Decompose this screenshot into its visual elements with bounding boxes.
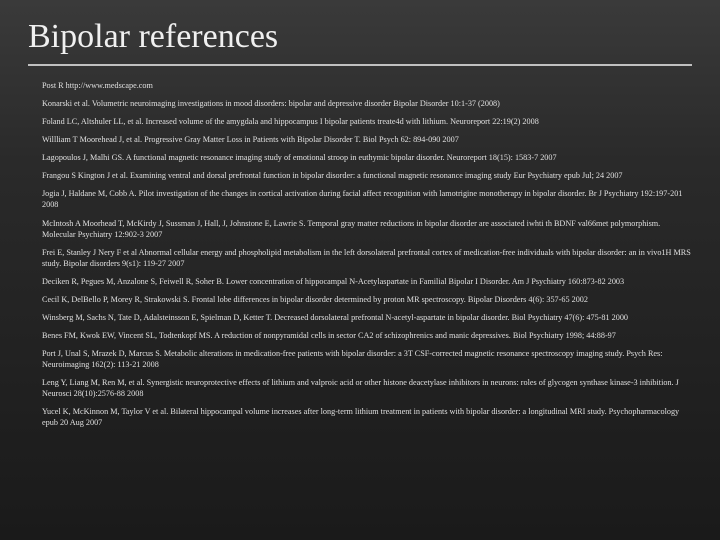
slide-title: Bipolar references <box>28 18 692 56</box>
reference-item: Frei E, Stanley J Nery F et al Abnormal … <box>42 247 692 269</box>
reference-item: Benes FM, Kwok EW, Vincent SL, Todtenkop… <box>42 330 692 341</box>
reference-item: Cecil K, DelBello P, Morey R, Strakowski… <box>42 294 692 305</box>
reference-item: Lagopoulos J, Malhi GS. A functional mag… <box>42 152 692 163</box>
reference-item: McIntosh A Moorhead T, McKirdy J, Sussma… <box>42 218 692 240</box>
reference-item: Leng Y, Liang M, Ren M, et al. Synergist… <box>42 377 692 399</box>
reference-item: Winsberg M, Sachs N, Tate D, Adalsteinss… <box>42 312 692 323</box>
reference-item: Deciken R, Pegues M, Anzalone S, Feiwell… <box>42 276 692 287</box>
reference-item: Konarski et al. Volumetric neuroimaging … <box>42 98 692 109</box>
title-rule <box>28 64 692 66</box>
reference-item: Foland LC, Altshuler LL, et al. Increase… <box>42 116 692 127</box>
reference-item: Port J, Unal S, Mrazek D, Marcus S. Meta… <box>42 348 692 370</box>
references-list: Post R http://www.medscape.com Konarski e… <box>28 80 692 428</box>
reference-item: Post R http://www.medscape.com <box>42 80 692 91</box>
reference-item: Yucel K, McKinnon M, Taylor V et al. Bil… <box>42 406 692 428</box>
reference-item: Frangou S Kington J et al. Examining ven… <box>42 170 692 181</box>
reference-item: Willliam T Moorehead J, et al. Progressi… <box>42 134 692 145</box>
reference-item: Jogia J, Haldane M, Cobb A. Pilot invest… <box>42 188 692 210</box>
